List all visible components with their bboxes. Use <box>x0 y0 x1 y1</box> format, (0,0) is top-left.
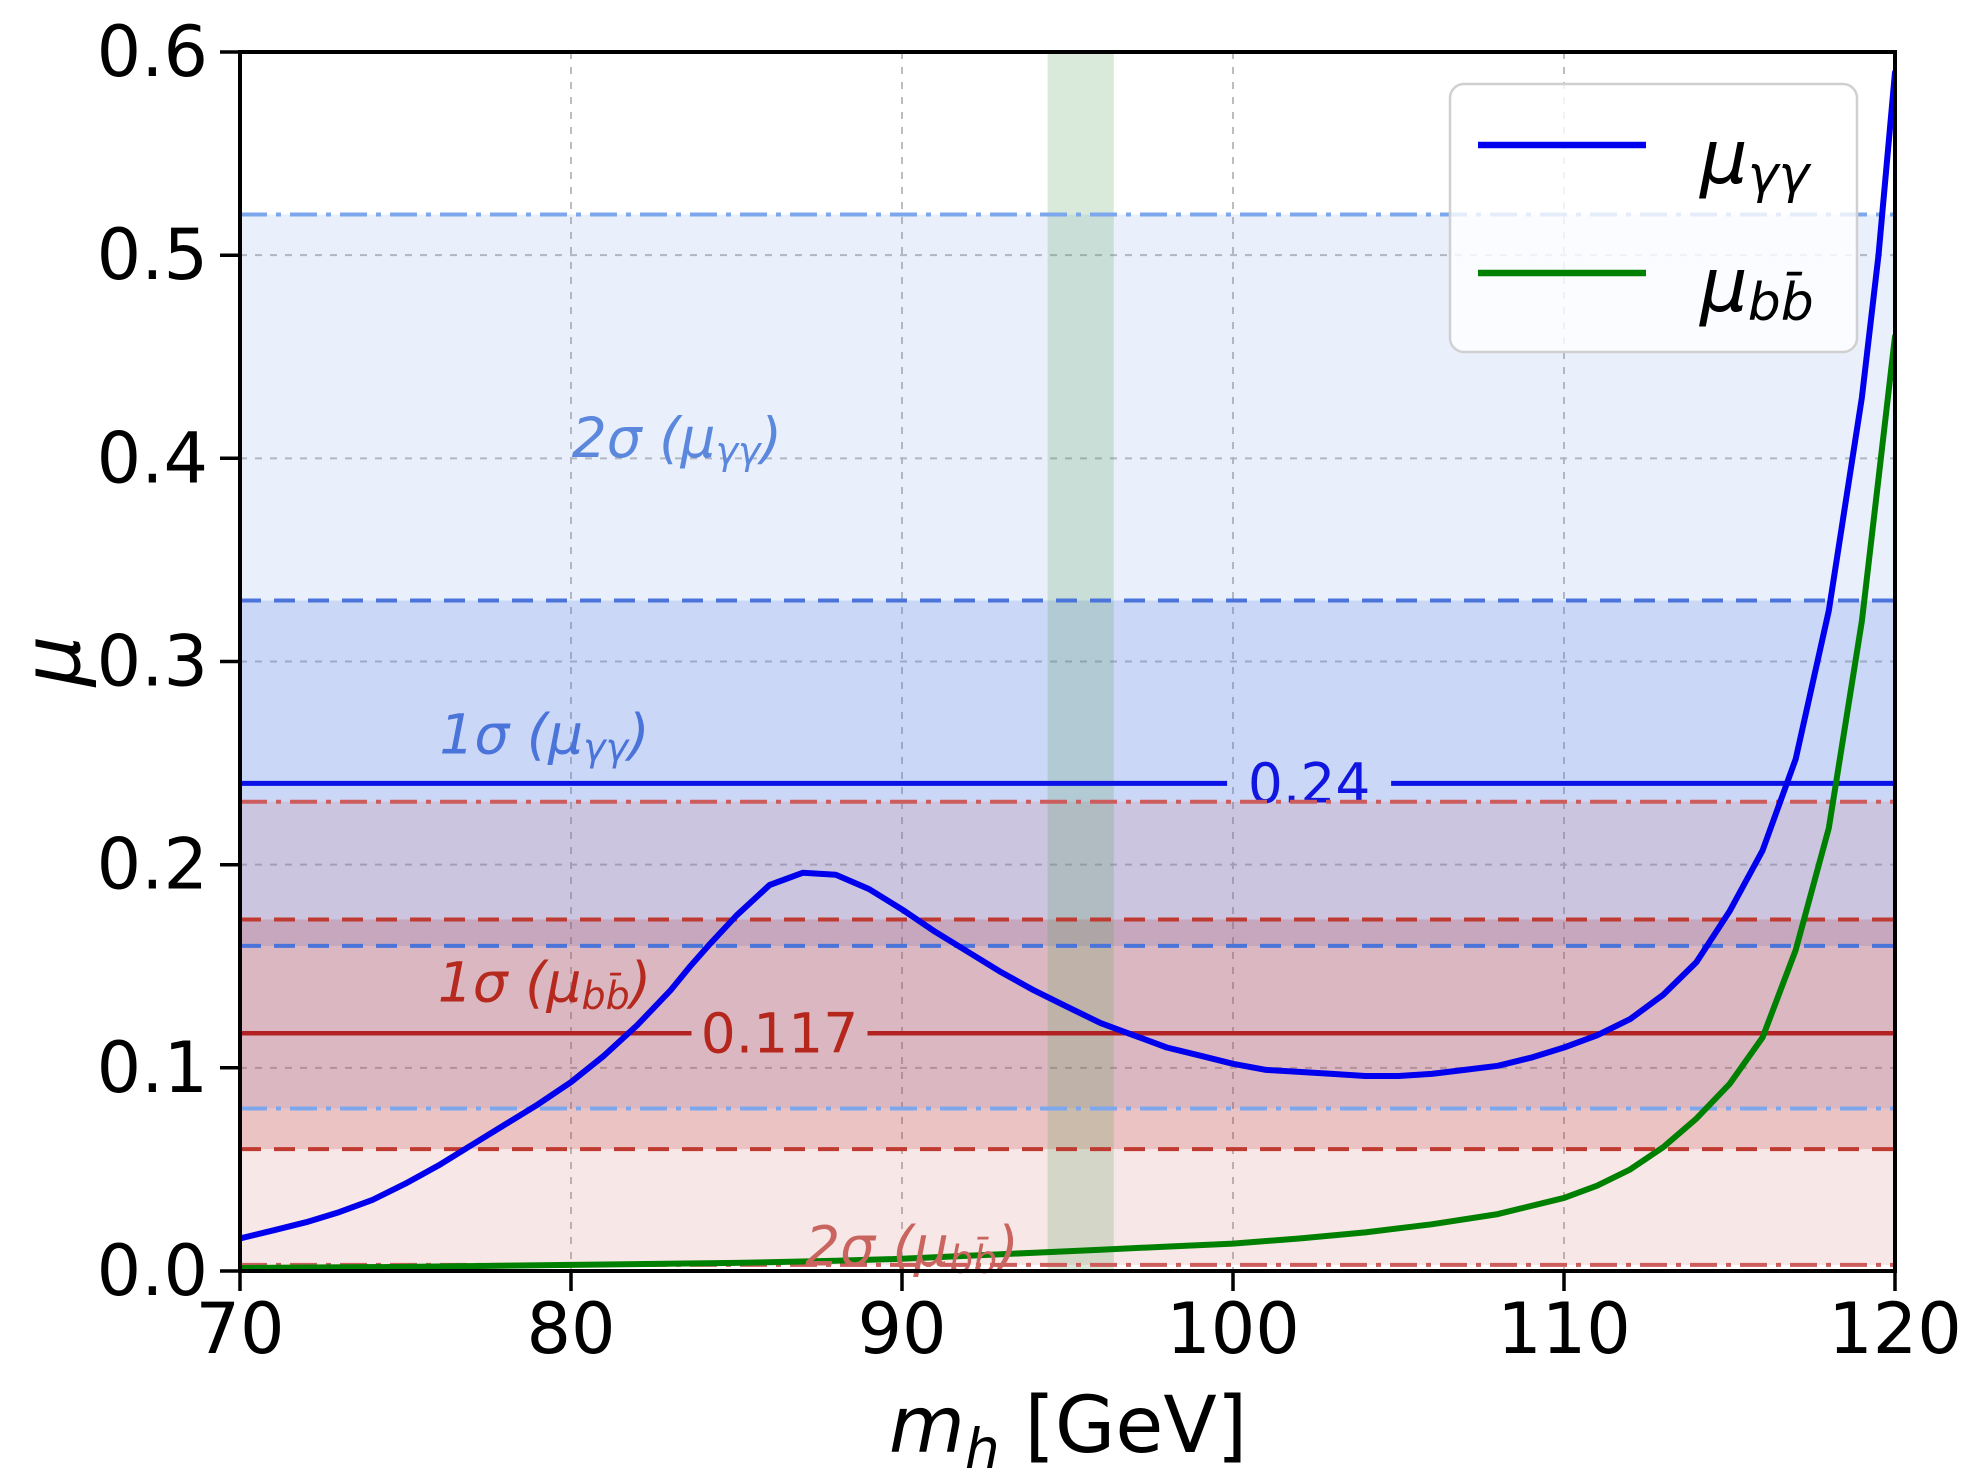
x-axis-label: mh [GeV] <box>889 1381 1247 1481</box>
y-tick-label-0.1: 0.1 <box>97 1027 208 1109</box>
y-axis-label: μ <box>6 636 99 689</box>
x-tick-label-80: 80 <box>526 1288 615 1370</box>
band-1sigma-gamma-gamma <box>240 600 1895 946</box>
legend-label-0: μγγ <box>1699 113 1812 205</box>
y-tick-label-0.4: 0.4 <box>97 417 208 499</box>
mu-gamma-gamma-curve <box>240 69 1895 1242</box>
plot-border <box>238 50 1897 1273</box>
band-2sigma-gamma-gamma <box>240 214 1895 1109</box>
annotation-label-2sigma-gamma: 2σ (μγγ) <box>572 406 782 473</box>
y-tick-label-0.6: 0.6 <box>97 11 208 93</box>
y-tick-label-0.2: 0.2 <box>97 824 208 906</box>
x-tick-label-90: 90 <box>857 1288 946 1370</box>
refline-gamma-central-label: 0.24 <box>1248 751 1370 815</box>
annotation-label-1sigma-bb: 1σ (μbb̄) <box>438 951 652 1018</box>
y-tick-label-0.3: 0.3 <box>97 621 208 703</box>
band-95-gev-excess-band <box>1047 52 1114 1271</box>
legend-box <box>1448 82 1859 354</box>
x-tick-label-110: 110 <box>1497 1288 1631 1370</box>
x-tick-label-70: 70 <box>195 1288 284 1370</box>
x-tick-label-120: 120 <box>1828 1288 1962 1370</box>
y-tick-label-0.5: 0.5 <box>97 214 208 296</box>
y-tick-label-0.0: 0.0 <box>97 1230 208 1312</box>
refline-bb-central-label: 0.117 <box>701 1001 858 1065</box>
x-tick-label-100: 100 <box>1166 1288 1300 1370</box>
mu-bb-curve <box>240 333 1895 1271</box>
